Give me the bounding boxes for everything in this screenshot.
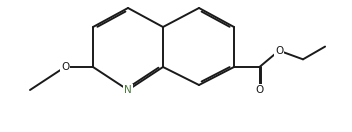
Text: O: O <box>255 85 264 95</box>
Text: O: O <box>61 62 69 72</box>
Text: N: N <box>124 85 132 95</box>
Text: O: O <box>275 46 283 56</box>
